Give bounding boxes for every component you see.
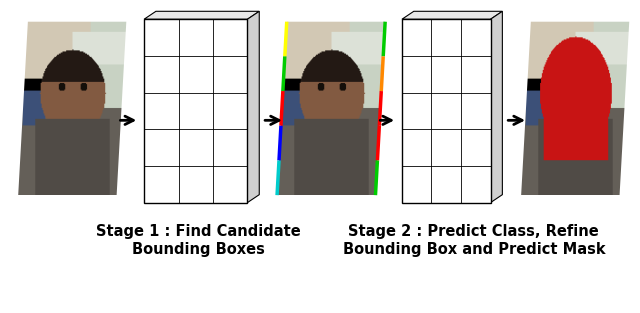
Polygon shape [402,11,502,19]
Bar [402,19,490,203]
Polygon shape [248,11,259,203]
Bar [144,19,248,203]
Polygon shape [144,11,259,19]
Text: Stage 1 : Find Candidate
Bounding Boxes: Stage 1 : Find Candidate Bounding Boxes [96,224,301,257]
Text: Stage 2 : Predict Class, Refine
Bounding Box and Predict Mask: Stage 2 : Predict Class, Refine Bounding… [342,224,605,257]
Polygon shape [490,11,502,203]
